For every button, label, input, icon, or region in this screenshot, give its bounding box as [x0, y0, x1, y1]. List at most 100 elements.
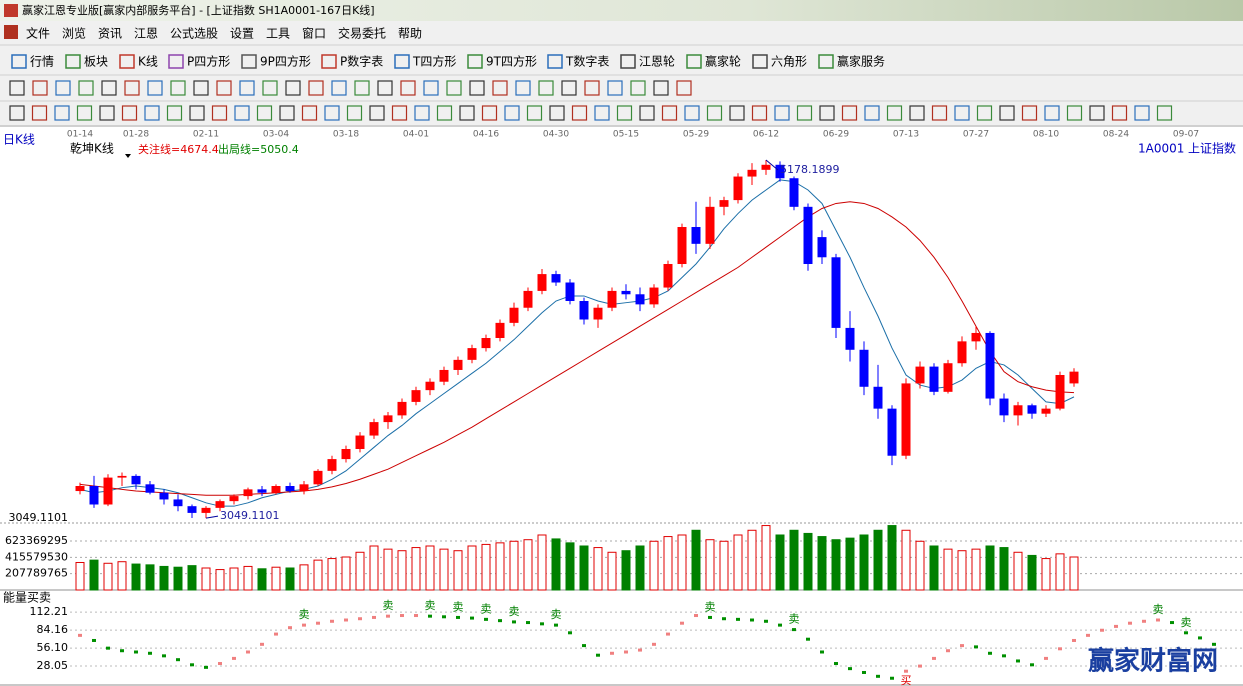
tool-icon[interactable] — [193, 80, 209, 96]
tool-icon[interactable] — [481, 105, 498, 121]
toolbar-icon[interactable] — [752, 54, 768, 69]
tool-icon[interactable] — [999, 105, 1015, 121]
dropdown-arrow[interactable] — [125, 154, 131, 158]
tool-icon[interactable] — [436, 105, 453, 121]
toolbar-button[interactable]: 9P四方形 — [260, 54, 311, 69]
tool-icon[interactable] — [262, 80, 278, 96]
menu-item[interactable]: 浏览 — [62, 26, 86, 41]
toolbar-button[interactable]: 板块 — [84, 55, 108, 69]
tool-icon[interactable] — [124, 80, 140, 96]
tool-icon[interactable] — [239, 80, 255, 96]
tool-icon[interactable] — [216, 80, 232, 96]
tool-icon[interactable] — [561, 80, 577, 96]
tool-icon[interactable] — [331, 80, 347, 96]
tool-icon[interactable] — [147, 80, 163, 96]
tool-icon[interactable] — [354, 80, 370, 96]
tool-icon[interactable] — [324, 105, 340, 121]
tool-icon[interactable] — [144, 105, 160, 121]
menu-item[interactable]: 工具 — [266, 27, 290, 41]
toolbar-button[interactable]: 9T四方形 — [486, 54, 537, 69]
toolbar-button[interactable]: 行情 — [30, 55, 54, 69]
tool-icon[interactable] — [400, 80, 416, 96]
toolbar-button[interactable]: T四方形 — [412, 54, 456, 69]
tool-icon[interactable] — [751, 105, 768, 121]
tool-icon[interactable] — [639, 105, 655, 121]
toolbar-icon[interactable] — [119, 54, 135, 69]
tool-icon[interactable] — [308, 80, 324, 96]
tool-icon[interactable] — [976, 105, 993, 121]
menu-item[interactable]: 公式选股 — [170, 27, 218, 41]
tool-icon[interactable] — [909, 105, 925, 121]
tool-icon[interactable] — [285, 80, 301, 96]
tool-icon[interactable] — [1089, 105, 1105, 121]
toolbar-icon[interactable] — [620, 54, 636, 69]
tool-icon[interactable] — [256, 105, 273, 121]
tool-icon[interactable] — [684, 105, 700, 121]
tool-icon[interactable] — [538, 80, 554, 96]
toolbar-icon[interactable] — [168, 54, 184, 69]
tool-icon[interactable] — [954, 105, 970, 121]
tool-icon[interactable] — [9, 80, 25, 96]
tool-icon[interactable] — [819, 105, 835, 121]
tool-icon[interactable] — [1134, 105, 1150, 121]
tool-icon[interactable] — [31, 105, 48, 121]
tool-icon[interactable] — [594, 105, 610, 121]
tool-icon[interactable] — [1044, 105, 1060, 121]
chart-title[interactable]: 乾坤K线 — [70, 141, 114, 156]
toolbar-button[interactable]: 赢家轮 — [705, 54, 741, 69]
menu-item[interactable]: 江恩 — [134, 27, 158, 41]
toolbar-button[interactable]: 赢家服务 — [837, 54, 885, 69]
tool-icon[interactable] — [301, 105, 318, 121]
tool-icon[interactable] — [54, 105, 70, 121]
toolbar-button[interactable]: T数字表 — [565, 54, 609, 69]
tool-icon[interactable] — [515, 80, 531, 96]
tool-icon[interactable] — [279, 105, 295, 121]
tool-icon[interactable] — [391, 105, 408, 121]
menu-item[interactable]: 文件 — [26, 26, 50, 41]
tool-icon[interactable] — [630, 80, 646, 96]
toolbar-button[interactable]: 江恩轮 — [639, 55, 675, 69]
tool-icon[interactable] — [1156, 105, 1173, 121]
tool-icon[interactable] — [469, 80, 485, 96]
tool-icon[interactable] — [492, 80, 508, 96]
tool-icon[interactable] — [653, 80, 669, 96]
toolbar-icon[interactable] — [686, 54, 702, 69]
toolbar-icon[interactable] — [11, 54, 27, 69]
tool-icon[interactable] — [931, 105, 948, 121]
tool-icon[interactable] — [584, 80, 600, 96]
tool-icon[interactable] — [504, 105, 520, 121]
tool-icon[interactable] — [571, 105, 588, 121]
tool-icon[interactable] — [369, 105, 385, 121]
tool-icon[interactable] — [796, 105, 813, 121]
toolbar-button[interactable]: K线 — [138, 55, 158, 69]
toolbar-icon[interactable] — [65, 54, 81, 69]
menu-item[interactable]: 窗口 — [302, 27, 326, 41]
toolbar-button[interactable]: P数字表 — [340, 54, 383, 69]
menu-item[interactable]: 帮助 — [398, 27, 422, 41]
tool-icon[interactable] — [607, 80, 623, 96]
tool-icon[interactable] — [234, 105, 250, 121]
toolbar-icon[interactable] — [547, 54, 563, 69]
toolbar-icon[interactable] — [321, 54, 337, 69]
tool-icon[interactable] — [377, 80, 393, 96]
tool-icon[interactable] — [661, 105, 678, 121]
tool-icon[interactable] — [446, 80, 462, 96]
tool-icon[interactable] — [616, 105, 633, 121]
tool-icon[interactable] — [166, 105, 183, 121]
toolbar-button[interactable]: 六角形 — [771, 55, 807, 69]
tool-icon[interactable] — [99, 105, 115, 121]
tool-icon[interactable] — [423, 80, 439, 96]
tool-icon[interactable] — [1066, 105, 1083, 121]
menu-item[interactable]: 交易委托 — [338, 26, 386, 41]
tool-icon[interactable] — [706, 105, 723, 121]
menu-item[interactable]: 设置 — [230, 27, 254, 41]
menu-item[interactable]: 资讯 — [98, 27, 122, 41]
tool-icon[interactable] — [676, 80, 692, 96]
toolbar-icon[interactable] — [818, 54, 834, 69]
tool-icon[interactable] — [55, 80, 71, 96]
tool-icon[interactable] — [1111, 105, 1128, 121]
tool-icon[interactable] — [211, 105, 228, 121]
toolbar-icon[interactable] — [241, 54, 257, 69]
tool-icon[interactable] — [774, 105, 790, 121]
tool-icon[interactable] — [121, 105, 138, 121]
